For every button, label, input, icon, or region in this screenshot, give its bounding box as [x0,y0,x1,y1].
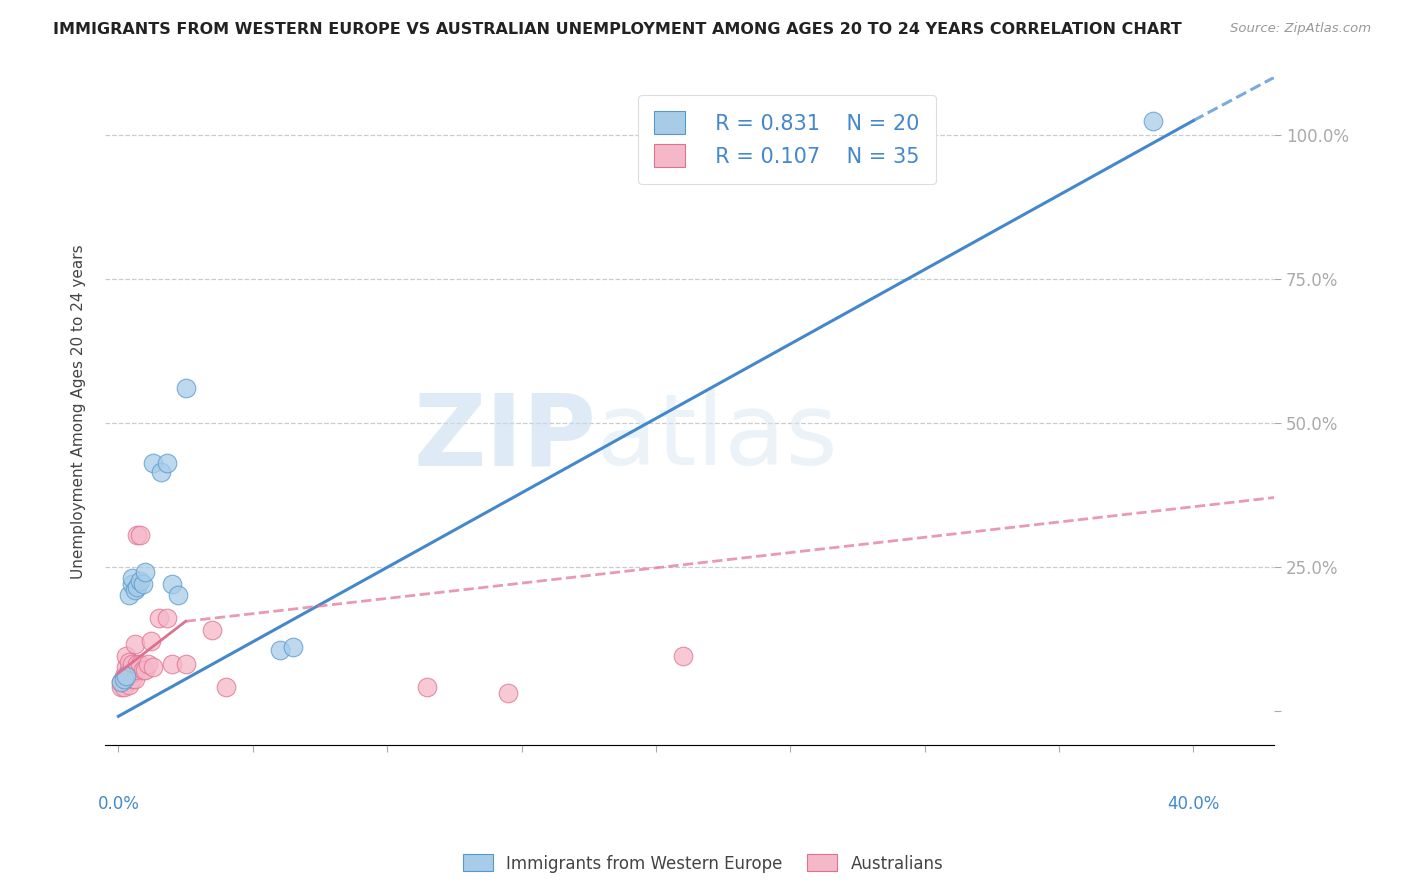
Point [131,577,153,591]
Point [115,648,138,663]
Point [127,657,149,672]
Point [142,660,165,674]
Point [118,678,141,692]
Point [118,669,141,683]
Point [156,456,179,470]
Point [124,637,146,651]
Point [129,574,152,588]
Point [112,681,135,695]
Point [174,381,197,395]
Point [281,640,304,655]
Point [134,663,156,677]
Point [139,634,162,648]
Point [110,674,132,689]
Point [112,669,135,683]
Point [142,456,165,470]
Point [496,686,519,700]
Point [118,589,141,603]
Text: 0.0%: 0.0% [97,795,139,814]
Point [110,674,132,689]
Point [129,657,152,672]
Point [112,672,135,686]
Point [115,669,138,683]
Text: IMMIGRANTS FROM WESTERN EUROPE VS AUSTRALIAN UNEMPLOYMENT AMONG AGES 20 TO 24 YE: IMMIGRANTS FROM WESTERN EUROPE VS AUSTRA… [53,22,1182,37]
Point [174,657,197,672]
Point [215,681,238,695]
Point [118,663,141,677]
Point [121,577,143,591]
Point [127,528,149,542]
Point [121,571,143,585]
Text: Source: ZipAtlas.com: Source: ZipAtlas.com [1230,22,1371,36]
Point [129,528,152,542]
Text: 40.0%: 40.0% [1167,795,1219,814]
Legend: Immigrants from Western Europe, Australians: Immigrants from Western Europe, Australi… [456,847,950,880]
Legend:   R = 0.831    N = 20,   R = 0.107    N = 35: R = 0.831 N = 20, R = 0.107 N = 35 [637,95,936,184]
Point [118,655,141,669]
Point [121,666,143,681]
Point [166,589,188,603]
Point [150,465,173,479]
Text: ZIP: ZIP [413,390,596,486]
Point [136,657,159,672]
Point [124,663,146,677]
Point [156,611,179,625]
Point [160,577,183,591]
Point [672,648,695,663]
Point [160,657,183,672]
Point [127,580,149,594]
Point [1142,113,1164,128]
Point [115,669,138,683]
Y-axis label: Unemployment Among Ages 20 to 24 years: Unemployment Among Ages 20 to 24 years [72,244,86,579]
Point [124,582,146,597]
Point [124,672,146,686]
Point [201,623,224,637]
Point [131,663,153,677]
Point [134,566,156,580]
Point [416,681,439,695]
Point [110,681,132,695]
Point [148,611,170,625]
Point [121,657,143,672]
Point [269,643,291,657]
Point [121,672,143,686]
Point [115,660,138,674]
Text: atlas: atlas [596,390,838,486]
